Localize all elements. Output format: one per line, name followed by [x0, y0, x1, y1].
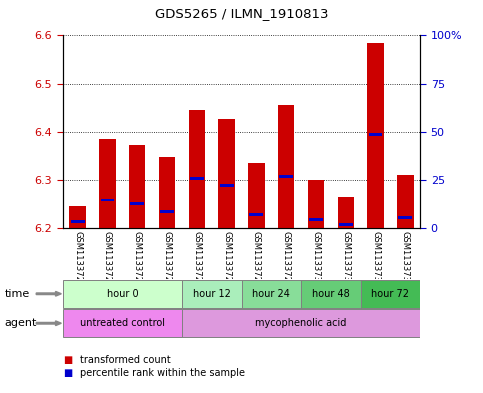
Bar	[249, 213, 263, 216]
Bar	[338, 196, 354, 228]
Bar	[182, 280, 242, 308]
Text: percentile rank within the sample: percentile rank within the sample	[80, 368, 245, 378]
Text: untreated control: untreated control	[80, 318, 165, 328]
Text: hour 72: hour 72	[371, 289, 410, 299]
Text: GDS5265 / ILMN_1910813: GDS5265 / ILMN_1910813	[155, 7, 328, 20]
Bar	[309, 218, 323, 221]
Bar	[71, 220, 85, 223]
Text: ■: ■	[63, 368, 72, 378]
Bar	[182, 309, 420, 337]
Bar	[301, 280, 361, 308]
Text: hour 48: hour 48	[312, 289, 350, 299]
Text: hour 24: hour 24	[252, 289, 290, 299]
Text: mycophenolic acid: mycophenolic acid	[256, 318, 347, 328]
Text: ■: ■	[63, 354, 72, 365]
Bar	[368, 42, 384, 228]
Bar	[339, 223, 353, 226]
Bar	[220, 184, 234, 187]
Bar	[63, 309, 182, 337]
Text: hour 12: hour 12	[193, 289, 231, 299]
Text: agent: agent	[5, 318, 37, 328]
Bar	[159, 157, 175, 228]
Bar	[218, 119, 235, 228]
Bar	[70, 206, 86, 228]
Bar	[398, 217, 412, 219]
Text: transformed count: transformed count	[80, 354, 170, 365]
Bar	[397, 175, 413, 228]
Bar	[100, 198, 114, 202]
Bar	[361, 280, 420, 308]
Bar	[369, 132, 383, 136]
Text: hour 0: hour 0	[107, 289, 138, 299]
Bar	[129, 145, 145, 228]
Bar	[279, 175, 293, 178]
Bar	[189, 110, 205, 228]
Bar	[278, 105, 294, 228]
Bar	[248, 163, 265, 228]
Bar	[190, 177, 204, 180]
Bar	[242, 280, 301, 308]
Bar	[63, 280, 182, 308]
Bar	[130, 202, 144, 205]
Bar	[99, 139, 115, 228]
Bar	[160, 209, 174, 213]
Text: time: time	[5, 289, 30, 299]
Bar	[308, 180, 324, 228]
